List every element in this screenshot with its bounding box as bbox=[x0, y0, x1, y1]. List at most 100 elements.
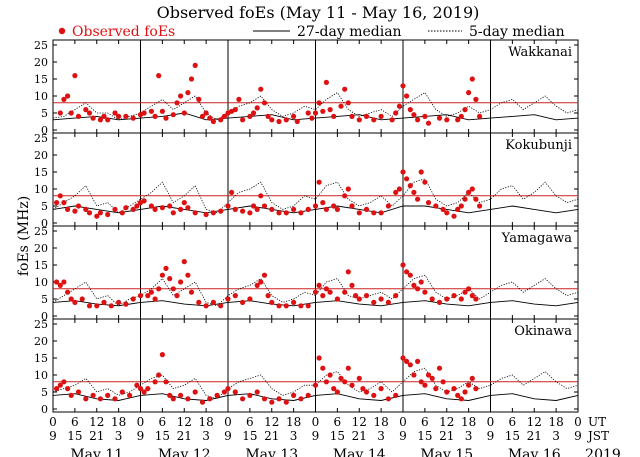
panel-yamagawa: 0 5 10 15 20 25 Yamagawa bbox=[34, 225, 579, 323]
observed-point bbox=[400, 262, 406, 268]
observed-point bbox=[210, 118, 216, 125]
observed-point bbox=[466, 189, 472, 195]
observed-point bbox=[425, 200, 432, 206]
day-label: May 11 bbox=[70, 447, 123, 457]
observed-point bbox=[338, 103, 344, 109]
observed-point bbox=[116, 299, 122, 305]
observed-point bbox=[323, 206, 329, 212]
observed-point bbox=[312, 382, 319, 388]
observed-point bbox=[167, 276, 173, 282]
x-tick-label-ut: 0 bbox=[312, 415, 320, 429]
day-label: May 13 bbox=[245, 447, 298, 457]
observed-point bbox=[473, 296, 479, 302]
observed-point bbox=[312, 110, 319, 116]
observed-point bbox=[276, 118, 282, 125]
observed-point bbox=[429, 296, 435, 302]
observed-point bbox=[163, 379, 169, 385]
x-tick-label-jst: 9 bbox=[487, 429, 495, 443]
observed-point bbox=[433, 386, 439, 392]
observed-point bbox=[444, 210, 450, 216]
observed-point bbox=[185, 205, 191, 211]
observed-point bbox=[469, 186, 475, 192]
y-tick-label: 0 bbox=[41, 217, 48, 230]
station-panels: 0 5 10 15 20 25 Wakkanai 0 5 10 15 20 25 Kokubunji 0 5 1… bbox=[34, 39, 579, 416]
observed-point bbox=[462, 389, 468, 395]
chart-title: Observed foEs (May 11 - May 16, 2019) bbox=[157, 3, 480, 22]
observed-point bbox=[68, 296, 74, 302]
observed-point bbox=[312, 203, 319, 209]
observed-point bbox=[72, 73, 78, 79]
observed-point bbox=[433, 203, 439, 209]
observed-point bbox=[477, 203, 483, 209]
panel-kokubunji: 0 5 10 15 20 25 Kokubunji bbox=[34, 132, 579, 230]
y-tick-label: 10 bbox=[34, 369, 48, 382]
observed-point bbox=[261, 100, 268, 106]
observed-point bbox=[210, 299, 216, 305]
observed-point bbox=[258, 86, 264, 92]
observed-point bbox=[137, 293, 144, 299]
observed-point bbox=[345, 269, 351, 275]
ut-label: UT bbox=[588, 415, 606, 429]
observed-point bbox=[305, 392, 311, 398]
observed-point bbox=[349, 282, 355, 288]
observed-point bbox=[298, 396, 304, 402]
observed-point bbox=[112, 206, 118, 212]
observed-point bbox=[331, 386, 337, 392]
observed-point bbox=[57, 110, 63, 116]
observed-point bbox=[261, 203, 268, 209]
observed-point bbox=[444, 389, 450, 395]
x-tick-label-ut: 0 bbox=[49, 415, 57, 429]
x-tick-label-jst: 9 bbox=[399, 429, 407, 443]
observed-point bbox=[411, 189, 417, 195]
observed-point bbox=[65, 206, 71, 212]
observed-point bbox=[411, 112, 417, 118]
x-tick-label-jst: 9 bbox=[137, 429, 145, 443]
observed-point bbox=[68, 110, 74, 116]
observed-point bbox=[320, 365, 326, 371]
observed-point bbox=[112, 396, 118, 402]
observed-point bbox=[345, 186, 351, 192]
observed-point bbox=[363, 113, 370, 119]
observed-point bbox=[185, 272, 191, 278]
observed-point bbox=[97, 117, 103, 123]
x-tick-label-jst: 15 bbox=[417, 429, 432, 443]
observed-point bbox=[422, 289, 428, 295]
observed-point bbox=[393, 392, 399, 398]
x-tick-label-jst: 3 bbox=[465, 429, 473, 443]
observed-point bbox=[477, 113, 483, 119]
observed-point bbox=[236, 96, 242, 102]
day-label: May 16 bbox=[508, 447, 561, 457]
observed-point bbox=[83, 396, 89, 402]
observed-point bbox=[97, 396, 103, 402]
observed-point bbox=[159, 205, 165, 211]
x-tick-label-ut: 18 bbox=[548, 415, 563, 429]
x-tick-label-ut: 12 bbox=[264, 415, 279, 429]
x-tick-label-jst: 9 bbox=[574, 429, 582, 443]
observed-point bbox=[192, 62, 198, 68]
observed-point bbox=[145, 386, 151, 392]
observed-point bbox=[225, 296, 231, 302]
observed-point bbox=[156, 286, 162, 292]
observed-point bbox=[462, 107, 468, 113]
observed-point bbox=[400, 169, 406, 175]
observed-point bbox=[54, 279, 60, 285]
observed-point bbox=[105, 211, 111, 218]
observed-point bbox=[181, 110, 187, 116]
observed-point bbox=[363, 389, 370, 395]
observed-point bbox=[371, 210, 377, 216]
observed-point bbox=[86, 210, 93, 216]
observed-point bbox=[232, 107, 238, 113]
observed-point bbox=[258, 279, 264, 285]
observed-point bbox=[323, 286, 329, 292]
y-tick-label: 20 bbox=[34, 149, 48, 162]
legend-27day-label: 27-day median bbox=[297, 24, 402, 40]
observed-point bbox=[254, 389, 260, 395]
observed-point bbox=[294, 118, 300, 125]
observed-point bbox=[342, 289, 348, 295]
y-tick-label: 0 bbox=[41, 124, 48, 137]
observed-point bbox=[123, 301, 129, 307]
y-tick-label: 5 bbox=[41, 386, 48, 399]
observed-point bbox=[152, 379, 158, 385]
observed-point bbox=[199, 113, 206, 119]
observed-point bbox=[178, 392, 184, 398]
